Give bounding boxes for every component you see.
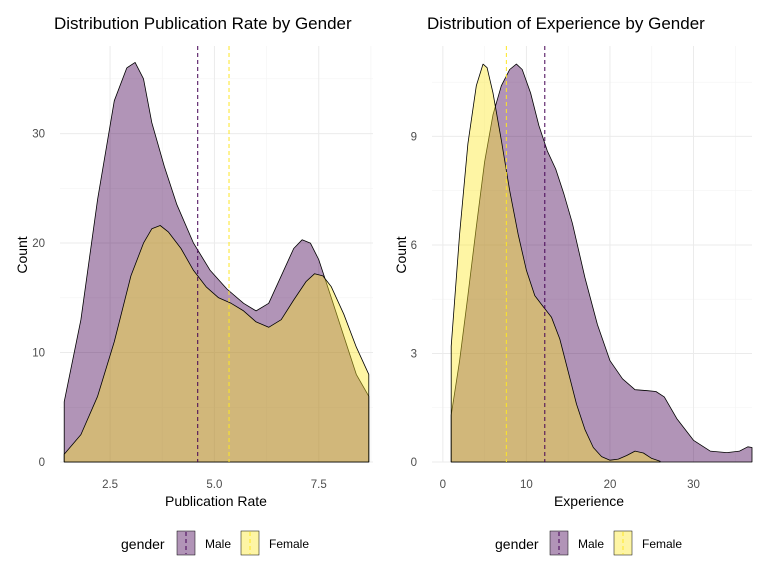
x-axis-title: Experience — [554, 493, 624, 509]
y-axis-title: Count — [393, 236, 409, 273]
legend-label-male: Male — [578, 537, 604, 551]
x-tick-label: 20 — [604, 479, 617, 491]
panel-experience: Distribution of Experience by Gender 0 10… — [393, 14, 753, 509]
x-axis-title: Publication Rate — [165, 493, 267, 509]
x-axis-ticks: 0 10 20 30 — [440, 479, 700, 491]
density-areas — [63, 62, 370, 463]
legend-label-female: Female — [269, 537, 309, 551]
y-tick-label: 10 — [32, 348, 45, 360]
y-tick-label: 20 — [32, 238, 45, 250]
x-tick-label: 10 — [520, 479, 533, 491]
x-tick-label: 0 — [440, 479, 446, 491]
y-tick-label: 0 — [39, 457, 45, 469]
panel-publication-rate: Distribution Publication Rate by Gender … — [14, 14, 373, 509]
mean-lines — [505, 46, 546, 462]
y-axis-title: Count — [14, 236, 30, 273]
legend-left: gender Male Female — [121, 530, 309, 556]
y-tick-label: 9 — [411, 131, 417, 143]
y-tick-label: 0 — [411, 457, 417, 469]
legend-label-female: Female — [642, 537, 682, 551]
chart-title: Distribution Publication Rate by Gender — [54, 14, 352, 33]
x-tick-label: 7.5 — [311, 479, 327, 491]
y-axis-ticks: 0 3 6 9 — [411, 131, 417, 469]
density-area-female — [450, 63, 661, 463]
density-area-male — [450, 63, 753, 463]
mean-lines — [197, 46, 230, 462]
x-tick-label: 2.5 — [102, 479, 118, 491]
legend-right: gender Male Female — [495, 530, 682, 556]
legend-title: gender — [495, 536, 539, 552]
density-area-female — [63, 225, 370, 463]
y-axis-ticks: 0 10 20 30 — [32, 129, 45, 469]
x-tick-label: 30 — [687, 479, 700, 491]
y-tick-label: 6 — [411, 240, 417, 252]
y-tick-label: 3 — [411, 348, 417, 360]
density-areas — [450, 63, 753, 463]
chart-title: Distribution of Experience by Gender — [427, 14, 705, 33]
y-tick-label: 30 — [32, 129, 45, 141]
density-area-male — [63, 62, 370, 463]
legend-title: gender — [121, 536, 165, 552]
x-axis-ticks: 2.5 5.0 7.5 — [102, 479, 327, 491]
x-tick-label: 5.0 — [206, 479, 222, 491]
grid — [432, 46, 752, 463]
legend-label-male: Male — [205, 537, 231, 551]
